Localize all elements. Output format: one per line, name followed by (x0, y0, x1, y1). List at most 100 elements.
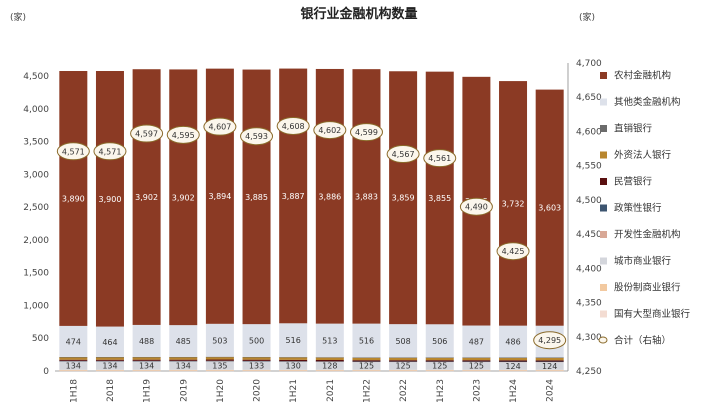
total-value-label: 4,295 (538, 336, 561, 345)
right-tick-label: 4,500 (576, 196, 602, 206)
bar-segment-- (95, 357, 124, 360)
total-marker (240, 127, 274, 146)
bar-segment-- (425, 357, 454, 358)
bar-value-label: 125 (359, 362, 374, 371)
total-value-label: 4,595 (172, 131, 195, 140)
bar-segment-- (462, 369, 491, 371)
x-tick-label: 2020 (253, 379, 263, 402)
bar-segment-- (95, 326, 124, 357)
bar-segment-- (132, 359, 161, 361)
bar-value-label: 513 (322, 336, 337, 345)
total-marker (349, 123, 383, 142)
bar-segment-- (59, 325, 88, 357)
right-tick-label: 4,550 (576, 162, 602, 172)
bar-segment-- (462, 361, 491, 370)
bar-segment-- (535, 361, 564, 362)
bar-value-label: 134 (139, 361, 154, 370)
total-value-label: 4,561 (428, 154, 451, 163)
bar-segment-- (59, 369, 88, 371)
bar-value-label: 133 (249, 361, 264, 370)
bar-segment-- (315, 357, 344, 360)
x-tick-label: 2022 (399, 379, 409, 402)
bar-segment-- (352, 323, 381, 358)
bar-segment-- (535, 357, 564, 361)
total-marker (93, 142, 127, 161)
bar-segment-- (315, 361, 344, 362)
bar-value-label: 124 (505, 362, 520, 371)
left-tick-label: 3,500 (23, 138, 49, 148)
bar-value-label: 3,902 (135, 193, 158, 202)
right-tick-label: 4,250 (576, 367, 602, 377)
chart-title: 银行业金融机构数量 (300, 6, 417, 22)
right-tick-label: 4,350 (576, 299, 602, 309)
x-tick-label: 2018 (106, 379, 116, 402)
bar-value-label: 135 (212, 361, 227, 370)
bar-segment-- (132, 370, 161, 372)
bar-value-label: 125 (432, 362, 447, 371)
bar-segment-- (499, 357, 528, 359)
bar-segment-- (132, 360, 161, 362)
bar-value-label: 485 (176, 337, 191, 346)
bar-segment-- (352, 357, 381, 358)
bar-segment-- (59, 361, 88, 370)
x-tick-label: 1H18 (69, 379, 79, 403)
bar-segment-- (535, 369, 564, 371)
bar-segment-- (499, 81, 528, 326)
bar-segment-- (315, 370, 344, 372)
bar-segment-- (279, 357, 308, 358)
bar-segment-- (279, 357, 308, 360)
total-value-label: 4,599 (355, 128, 378, 137)
bar-segment-- (462, 361, 491, 362)
bar-segment-- (169, 356, 198, 358)
bar-value-label: 3,603 (538, 204, 561, 213)
bar-segment-- (242, 361, 271, 370)
legend-swatch (600, 284, 607, 291)
bar-segment-- (499, 360, 528, 362)
bar-segment-- (425, 71, 454, 325)
bar-segment-- (499, 357, 528, 361)
bar-segment-- (59, 356, 88, 358)
bar-segment-- (132, 369, 161, 371)
bar-segment-- (59, 357, 88, 360)
bar-value-label: 3,894 (208, 192, 231, 201)
total-marker (496, 242, 530, 261)
bar-segment-- (279, 369, 308, 371)
legend-label: 政策性银行 (614, 202, 662, 214)
bar-segment-- (242, 356, 271, 358)
legend-label: 股份制商业银行 (614, 282, 681, 294)
bar-segment-- (95, 360, 124, 362)
bar-value-label: 464 (102, 338, 117, 347)
bar-segment-- (242, 369, 271, 371)
bar-segment-- (499, 369, 528, 371)
bar-segment-- (59, 360, 88, 362)
total-value-label: 4,597 (135, 129, 158, 138)
legend-label: 国有大型商业银行 (614, 308, 691, 320)
legend-swatch (600, 125, 607, 132)
bar-segment-- (425, 357, 454, 361)
bar-segment-- (462, 370, 491, 372)
bar-segment-- (389, 370, 418, 372)
bar-segment-- (95, 70, 124, 327)
bar-segment-- (279, 361, 308, 370)
total-marker (533, 331, 567, 350)
total-marker (423, 149, 457, 168)
total-value-label: 4,602 (318, 126, 341, 135)
bar-segment-- (389, 357, 418, 361)
total-marker (166, 125, 200, 144)
total-value-label: 4,607 (208, 123, 231, 132)
bar-segment-- (352, 360, 381, 362)
right-tick-label: 4,650 (576, 93, 602, 103)
bar-segment-- (535, 360, 564, 362)
bar-value-label: 3,887 (282, 192, 305, 201)
legend-label: 合计（右轴） (614, 335, 671, 347)
x-tick-label: 2019 (179, 379, 189, 402)
bar-segment-- (205, 370, 234, 372)
bar-segment-- (95, 356, 124, 358)
bar-segment-- (352, 361, 381, 370)
left-tick-label: 500 (32, 334, 49, 344)
total-marker (203, 117, 237, 136)
bar-value-label: 130 (286, 362, 301, 371)
bar-segment-- (535, 361, 564, 370)
legend-swatch (600, 72, 607, 79)
